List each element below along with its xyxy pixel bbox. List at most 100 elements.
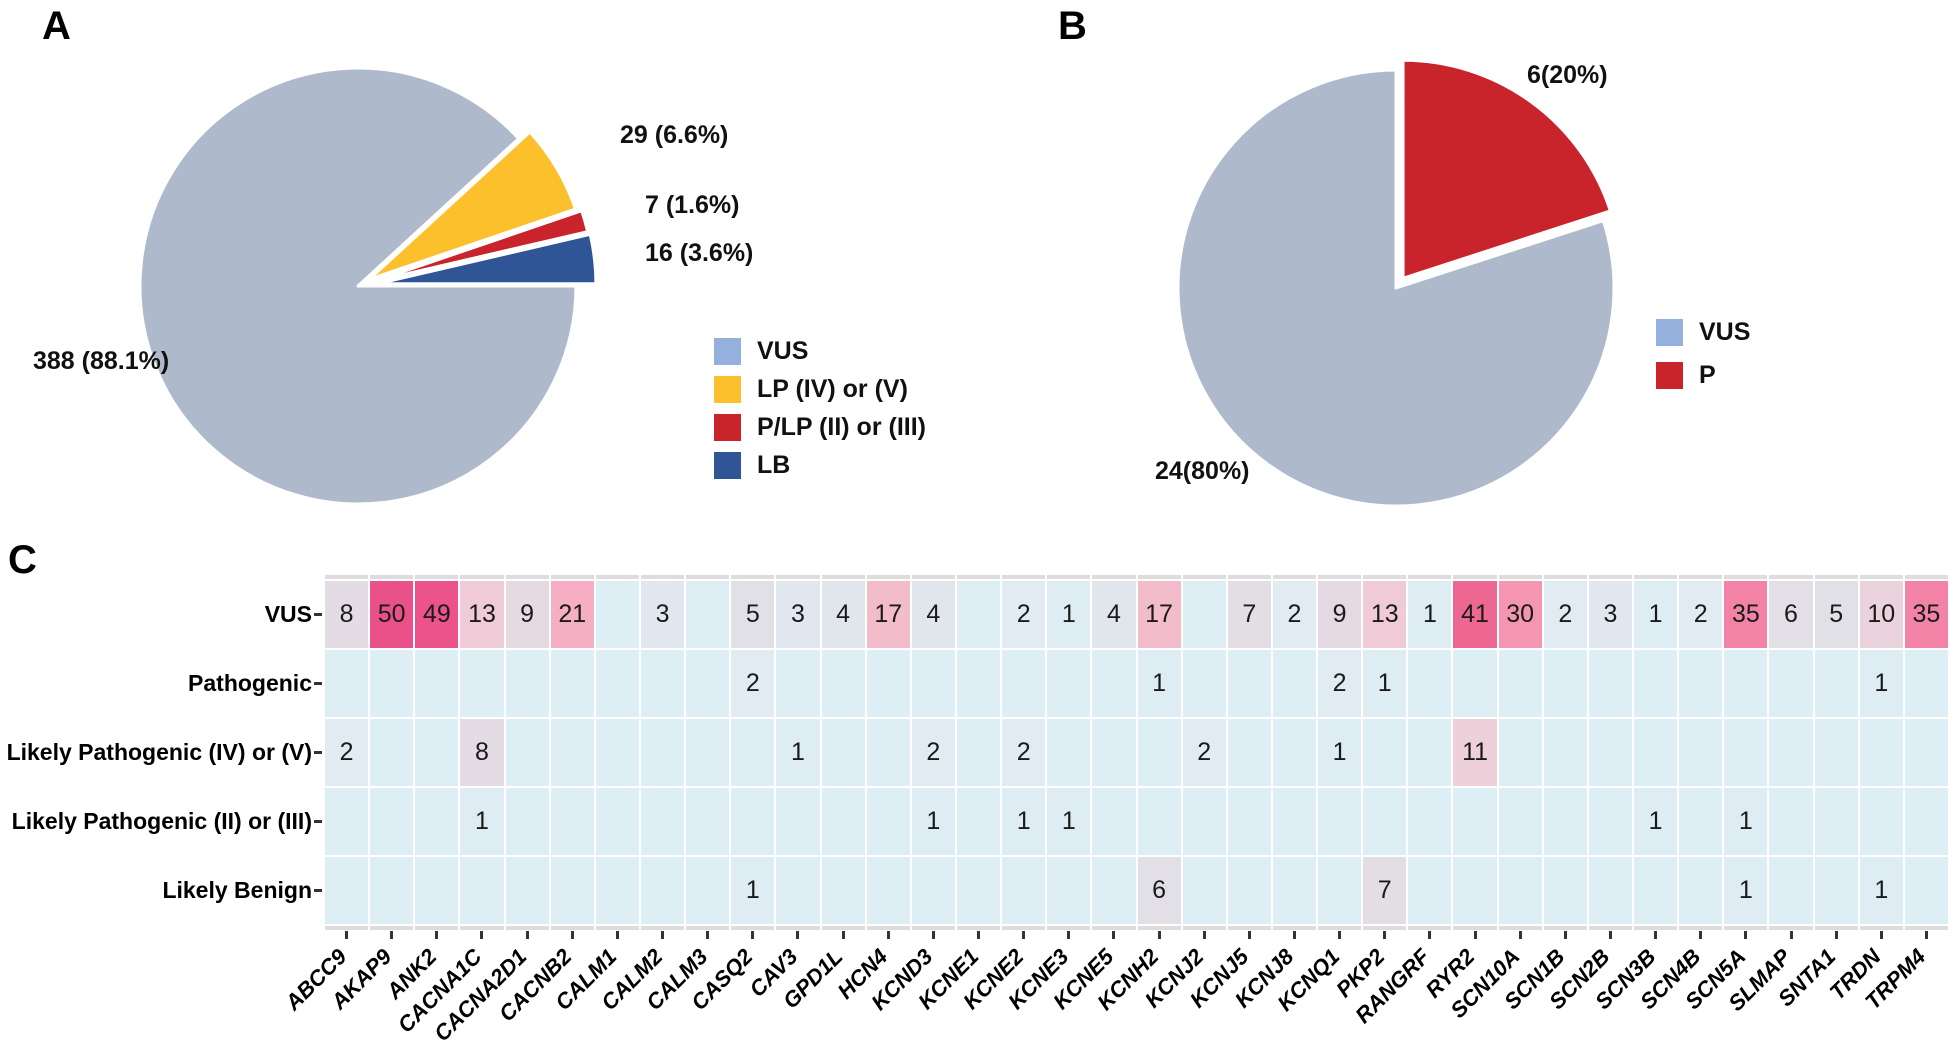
heatmap-cell-likely-pathogenic-iv-or-v-kcnj5 — [1227, 719, 1271, 786]
panel-bg-strip — [1904, 575, 1948, 579]
pie-a-slice-lb — [376, 232, 598, 286]
heatmap-cell-likely-pathogenic-ii-or-iii-gpd1l — [821, 788, 865, 855]
heatmap-cell-pathogenic-kcnh2: 1 — [1137, 650, 1181, 717]
legend-swatch-vus — [714, 338, 741, 365]
panel-bg-strip — [640, 926, 685, 930]
panel-bg-strip — [866, 926, 910, 930]
heatmap-cell-vus-snta1: 5 — [1814, 581, 1858, 648]
heatmap-cell-vus-ank2: 49 — [415, 581, 459, 648]
legend-label: VUS — [757, 337, 809, 365]
heatmap-col-ryr2: 41 11 — [1453, 575, 1497, 930]
heatmap-cell-likely-pathogenic-iv-or-v-kcne5 — [1092, 719, 1136, 786]
heatmap-cell-vus-pkp2: 13 — [1363, 581, 1407, 648]
panel-bg-strip — [325, 926, 369, 930]
panel-bg-strip — [1814, 575, 1858, 579]
heatmap-cell-vus-kcnh2: 17 — [1137, 581, 1181, 648]
heatmap-cell-likely-pathogenic-ii-or-iii-kcnd3: 1 — [911, 788, 955, 855]
heatmap-cell-likely-pathogenic-iv-or-v-hcn4 — [866, 719, 910, 786]
legend-item-lb: LB — [714, 451, 926, 480]
heatmap-cell-pathogenic-casq2: 2 — [731, 650, 775, 717]
heatmap-cell-likely-benign-ryr2 — [1453, 857, 1497, 924]
heatmap-cell-likely-pathogenic-iv-or-v-kcnd3: 2 — [911, 719, 955, 786]
heatmap-cell-pathogenic-cacnb2 — [550, 650, 594, 717]
heatmap-cell-pathogenic-kcnj5 — [1227, 650, 1271, 717]
panel-bg-strip — [550, 575, 594, 579]
heatmap-cell-likely-pathogenic-iv-or-v-kcnj8 — [1272, 719, 1317, 786]
panel-a-legend: VUS LP (IV) or (V) P/LP (II) or (III) LB — [714, 337, 926, 480]
x-tick — [751, 931, 755, 939]
heatmap-cell-likely-pathogenic-iv-or-v-pkp2 — [1363, 719, 1407, 786]
panel-bg-strip — [1634, 575, 1678, 579]
x-tick — [1157, 931, 1161, 939]
heatmap-cell-pathogenic-calm3 — [686, 650, 730, 717]
x-tick — [1428, 931, 1432, 939]
heatmap-cell-likely-benign-kcnq1 — [1318, 857, 1362, 924]
x-tick — [977, 931, 980, 939]
heatmap-cell-likely-benign-kcne2 — [1002, 857, 1046, 924]
x-tick — [615, 931, 619, 939]
panel-bg-strip — [956, 575, 1001, 579]
panel-bg-strip — [731, 926, 775, 930]
x-tick — [1608, 931, 1612, 939]
heatmap-cell-likely-pathogenic-iv-or-v-akap9 — [370, 719, 414, 786]
legend-item-vus: VUS — [1656, 318, 1750, 347]
heatmap-cell-pathogenic-akap9 — [370, 650, 414, 717]
heatmap-cell-pathogenic-scn3b — [1634, 650, 1678, 717]
heatmap-cell-likely-pathogenic-iv-or-v-scn5a — [1724, 719, 1768, 786]
panel-bg-strip — [1498, 926, 1542, 930]
heatmap-cell-likely-pathogenic-iv-or-v-scn4b — [1679, 719, 1723, 786]
heatmap-cell-likely-pathogenic-iv-or-v-scn3b — [1634, 719, 1678, 786]
x-tick — [1247, 931, 1251, 939]
heatmap-cell-vus-scn4b: 2 — [1679, 581, 1723, 648]
heatmap-cell-vus-gpd1l: 4 — [821, 581, 865, 648]
heatmap-cell-vus-calm3 — [686, 581, 730, 648]
x-tick — [570, 931, 574, 939]
heatmap-cell-vus-kcnj5: 7 — [1227, 581, 1271, 648]
heatmap-cell-likely-pathogenic-ii-or-iii-calm2 — [640, 788, 685, 855]
heatmap-cell-likely-pathogenic-ii-or-iii-scn1b — [1543, 788, 1587, 855]
heatmap-col-scn5a: 35 1 1 — [1724, 575, 1768, 930]
panel-bg-strip — [550, 926, 594, 930]
legend-item-p-lp-ii-or-iii: P/LP (II) or (III) — [714, 413, 926, 442]
heatmap-cell-vus-trdn: 10 — [1859, 581, 1903, 648]
panel-bg-strip — [595, 926, 639, 930]
heatmap-col-kcnj8: 2 — [1272, 575, 1317, 930]
panel-bg-strip — [1769, 575, 1813, 579]
pie-b-label-p: 6(20%) — [1527, 61, 1608, 89]
pie-a-slice-vus — [138, 66, 578, 506]
heatmap-cell-likely-benign-hcn4 — [866, 857, 910, 924]
heatmap-cell-likely-benign-calm3 — [686, 857, 730, 924]
panel-bg-strip — [1453, 926, 1497, 930]
heatmap-col-calm1 — [595, 575, 639, 930]
heatmap-col-kcnh2: 17 1 6 — [1137, 575, 1181, 930]
heatmap-col-trdn: 10 1 1 — [1859, 575, 1903, 930]
heatmap-cell-pathogenic-gpd1l — [821, 650, 865, 717]
legend-item-p: P — [1656, 361, 1750, 390]
legend-label: VUS — [1699, 318, 1751, 346]
x-tick — [1834, 931, 1838, 939]
heatmap-cell-pathogenic-abcc9 — [325, 650, 369, 717]
panel-bg-strip — [370, 575, 414, 579]
heatmap-cell-likely-pathogenic-iv-or-v-casq2 — [731, 719, 775, 786]
x-tick — [1789, 931, 1793, 939]
heatmap-cell-likely-pathogenic-iv-or-v-kcnh2 — [1137, 719, 1181, 786]
panel-bg-strip — [1859, 575, 1903, 579]
x-tick — [345, 931, 349, 939]
panel-bg-strip — [1724, 575, 1768, 579]
pie-b-slice-vus — [1176, 68, 1616, 508]
heatmap-col-trpm4: 35 — [1904, 575, 1948, 930]
x-tick — [1654, 931, 1658, 939]
heatmap-cell-likely-benign-cacna1c — [460, 857, 504, 924]
panel-bg-strip — [1724, 926, 1768, 930]
heatmap-col-cacna1c: 13 8 1 — [460, 575, 504, 930]
heatmap-cell-vus-cacna2d1: 9 — [505, 581, 549, 648]
panel-bg-strip — [1408, 575, 1452, 579]
heatmap-cell-pathogenic-pkp2: 1 — [1363, 650, 1407, 717]
pie-b-label-vus: 24(80%) — [1155, 457, 1250, 485]
panel-bg-strip — [1453, 575, 1497, 579]
heatmap-cell-likely-pathogenic-ii-or-iii-cacnb2 — [550, 788, 594, 855]
heatmap-cell-likely-pathogenic-ii-or-iii-snta1 — [1814, 788, 1858, 855]
panel-bg-strip — [821, 575, 865, 579]
panel-b-legend: VUS P — [1656, 318, 1750, 390]
heatmap-cell-likely-pathogenic-ii-or-iii-cacna2d1 — [505, 788, 549, 855]
